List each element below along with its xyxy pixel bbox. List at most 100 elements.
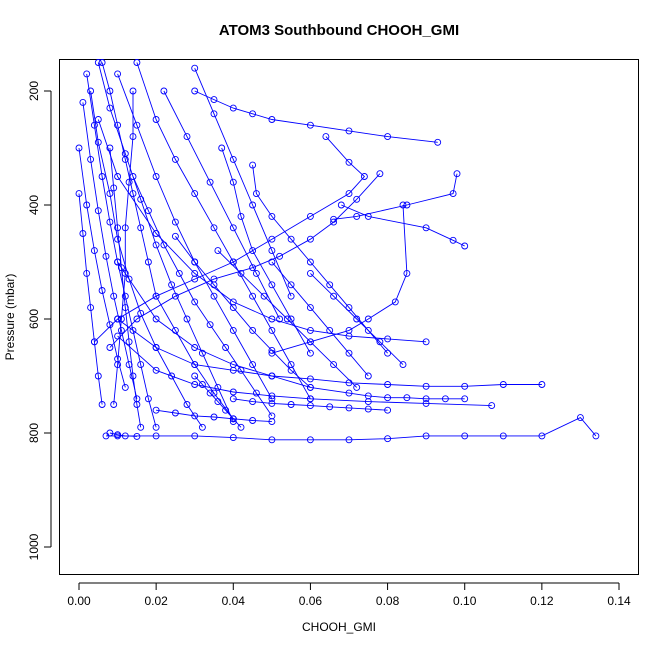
series-line-13 (136, 62, 311, 400)
data-point-11-0 (249, 161, 257, 169)
data-point-11-5 (326, 281, 334, 289)
data-point-11-2 (268, 212, 276, 220)
series-line-6 (341, 204, 465, 247)
data-point-13-6 (249, 292, 257, 300)
data-point-30-7 (133, 401, 141, 408)
data-point-1-1 (499, 381, 507, 388)
series-line-2 (117, 261, 465, 400)
data-point-20-0 (79, 98, 87, 106)
data-point-32-2 (268, 399, 276, 407)
data-point-0-2 (538, 432, 546, 440)
data-point-14-3 (249, 201, 257, 209)
data-point-0-10 (229, 434, 237, 442)
data-point-32-6 (345, 404, 353, 412)
data-point-11-7 (364, 326, 372, 334)
data-point-25-2 (210, 281, 218, 289)
data-point-27-0 (268, 258, 276, 266)
data-point-27-3 (326, 326, 334, 334)
data-point-29-7 (110, 401, 118, 408)
data-point-4-5 (249, 110, 257, 118)
data-point-9-1 (345, 158, 353, 166)
data-point-31-2 (206, 389, 214, 397)
data-point-30-5 (125, 338, 133, 346)
data-point-13-0 (133, 59, 141, 66)
data-point-15-2 (206, 178, 214, 186)
data-point-21-3 (98, 287, 106, 294)
data-point-22-2 (83, 269, 91, 277)
data-point-23-2 (114, 121, 122, 129)
series-line-29 (113, 91, 134, 405)
series-line-21 (78, 147, 126, 388)
data-point-31-6 (237, 423, 245, 431)
series-line-5 (333, 173, 458, 220)
data-point-24-4 (191, 298, 199, 306)
x-tick-label-1: 0.02 (144, 594, 168, 608)
data-point-10-2 (330, 218, 338, 226)
data-point-33-3 (210, 413, 218, 421)
data-point-3-7 (152, 366, 160, 374)
series-line-27 (271, 261, 369, 377)
data-point-19-3 (106, 218, 114, 226)
data-point-30-0 (106, 144, 114, 152)
data-point-27-2 (306, 304, 314, 312)
data-point-10-0 (376, 170, 384, 178)
data-point-21-6 (121, 383, 129, 391)
data-point-25-4 (249, 326, 257, 334)
data-point-23-8 (171, 326, 179, 334)
data-point-26-6 (353, 383, 361, 391)
data-point-12-5 (287, 315, 295, 323)
y-tick-label-1: 400 (27, 195, 41, 215)
data-point-8-1 (384, 335, 392, 343)
data-point-13-3 (191, 190, 199, 198)
data-point-17-6 (183, 315, 191, 323)
data-point-2-11 (152, 315, 160, 323)
series-line-4 (194, 90, 438, 143)
data-point-9-7 (191, 275, 199, 283)
data-point-11-4 (306, 258, 314, 266)
series-line-8 (97, 119, 427, 343)
series-line-30 (109, 147, 142, 428)
data-point-4-8 (191, 87, 199, 95)
data-point-2-4 (384, 394, 392, 402)
data-point-26-1 (237, 269, 245, 277)
data-point-2-2 (422, 395, 430, 403)
data-point-5-0 (453, 170, 461, 178)
data-point-3-5 (229, 388, 237, 396)
data-point-32-3 (287, 401, 295, 408)
data-point-27-4 (345, 349, 353, 357)
data-point-18-5 (137, 309, 145, 317)
data-point-29-0 (129, 87, 137, 95)
data-point-20-3 (102, 252, 110, 260)
data-point-9-3 (345, 190, 353, 198)
data-point-25-0 (171, 232, 179, 240)
data-point-0-8 (306, 436, 314, 444)
data-point-25-5 (268, 346, 276, 354)
data-point-32-8 (384, 406, 392, 414)
data-point-9-5 (268, 235, 276, 243)
data-point-13-9 (306, 395, 314, 403)
x-axis: 0.00 0.02 0.04 0.06 0.08 0.10 0.12 0.14 (67, 582, 631, 608)
data-point-23-4 (129, 190, 137, 198)
data-point-13-4 (210, 224, 218, 232)
data-point-25-3 (229, 304, 237, 312)
data-point-15-0 (160, 87, 168, 95)
data-point-31-3 (214, 398, 222, 406)
data-point-23-6 (144, 258, 152, 266)
y-axis: 200 400 600 800 1000 (27, 81, 52, 560)
data-point-7-3 (364, 315, 372, 323)
data-point-28-1 (330, 292, 338, 300)
series-line-12 (221, 147, 311, 354)
data-point-4-2 (345, 127, 353, 135)
data-point-30-1 (110, 184, 118, 192)
y-axis-label: Pressure (mbar) (3, 274, 17, 361)
data-point-18-4 (125, 275, 133, 283)
data-point-12-3 (249, 247, 257, 255)
series-line-23 (101, 62, 234, 420)
series-line-15 (163, 90, 281, 320)
series-line-19 (86, 73, 157, 428)
data-point-24-1 (144, 207, 152, 215)
data-point-2-10 (191, 344, 199, 351)
data-point-24-2 (160, 241, 168, 249)
data-point-16-6 (229, 326, 237, 334)
data-point-0-0 (592, 432, 600, 440)
